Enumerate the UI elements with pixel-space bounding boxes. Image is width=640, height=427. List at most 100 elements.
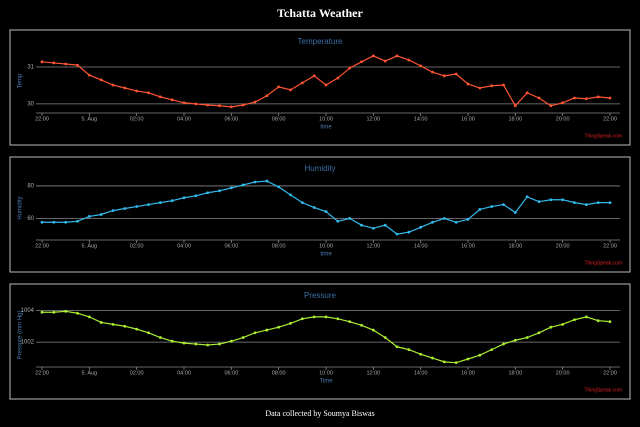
data-point: [454, 72, 458, 76]
data-point: [158, 201, 162, 205]
data-point: [454, 220, 458, 224]
data-point: [360, 60, 363, 64]
x-tick-label: 10:00: [319, 116, 333, 122]
data-point: [549, 104, 553, 108]
x-tick-label: 20:00: [556, 243, 570, 249]
x-tick-label: 16:00: [461, 370, 475, 376]
data-point: [490, 205, 494, 208]
data-point: [513, 211, 517, 214]
data-point: [123, 207, 127, 210]
x-tick-label: 18:00: [508, 370, 522, 376]
data-point: [76, 219, 79, 223]
data-point: [123, 324, 127, 328]
data-point: [466, 357, 470, 361]
data-point: [419, 225, 423, 229]
data-point: [265, 94, 269, 98]
data-point: [87, 315, 91, 319]
data-point: [596, 95, 600, 99]
x-axis-title: time: [320, 252, 332, 258]
data-point: [64, 220, 68, 224]
x-tick-label: 06:00: [224, 116, 238, 122]
data-point: [64, 309, 68, 313]
data-point: [289, 88, 292, 92]
x-tick-label: 5. Aug: [82, 243, 98, 249]
x-tick-label: 22:00: [603, 116, 617, 122]
data-point: [537, 331, 541, 335]
x-tick-label: 5. Aug: [82, 116, 98, 122]
data-point: [442, 216, 446, 220]
data-point: [502, 203, 505, 206]
x-tick-label: 10:00: [319, 370, 333, 376]
data-point: [300, 317, 304, 321]
data-point: [431, 220, 434, 224]
data-point: [466, 82, 470, 86]
y-tick-label: 1004: [21, 308, 35, 314]
x-tick-label: 18:00: [508, 116, 522, 122]
x-tick-label: 12:00: [366, 116, 380, 122]
data-point: [218, 189, 221, 193]
x-tick-label: 08:00: [272, 243, 286, 249]
data-point: [52, 220, 56, 224]
data-point: [170, 98, 174, 102]
data-point: [40, 220, 44, 224]
x-tick-label: 22:00: [35, 116, 49, 122]
data-point: [490, 84, 494, 88]
data-point: [87, 215, 91, 218]
data-point: [52, 310, 56, 314]
data-point: [419, 352, 423, 356]
data-point: [549, 325, 553, 329]
x-tick-label: 22:00: [603, 370, 617, 376]
data-point: [147, 331, 150, 335]
data-point: [549, 198, 553, 202]
data-point: [371, 328, 375, 332]
x-tick-label: 06:00: [224, 243, 238, 249]
data-point: [608, 320, 612, 324]
data-point: [608, 201, 612, 205]
data-point: [561, 198, 565, 202]
y-tick-label: 30: [27, 101, 34, 107]
data-point: [99, 213, 103, 216]
data-point: [525, 195, 529, 199]
x-tick-label: 02:00: [130, 370, 144, 376]
data-point: [64, 62, 68, 66]
data-point: [241, 336, 245, 339]
data-point: [206, 103, 210, 107]
x-tick-label: 16:00: [461, 243, 475, 249]
data-point: [194, 342, 198, 346]
data-point: [573, 201, 576, 205]
data-point: [537, 200, 541, 204]
data-point: [395, 54, 399, 58]
y-axis-title: Pressure (mm Hg): [18, 310, 24, 359]
data-point: [324, 83, 328, 87]
data-point: [336, 317, 340, 321]
x-tick-label: 04:00: [177, 370, 191, 376]
x-tick-label: 16:00: [461, 116, 475, 122]
x-tick-label: 04:00: [177, 243, 191, 249]
data-point: [158, 336, 162, 339]
x-tick-label: 18:00: [508, 243, 522, 249]
y-tick-label: 31: [27, 65, 34, 71]
data-point: [490, 348, 494, 352]
data-point: [265, 328, 269, 332]
y-axis-title: Temp: [18, 73, 24, 88]
data-point: [348, 216, 352, 220]
data-point: [431, 356, 434, 360]
footer: Data collected by Soumya Biswas: [265, 409, 374, 418]
x-tick-label: 14:00: [414, 370, 428, 376]
data-point: [111, 209, 115, 212]
data-point: [573, 318, 576, 322]
x-tick-label: 22:00: [35, 370, 49, 376]
data-point: [608, 96, 612, 100]
data-point: [194, 102, 198, 106]
data-point: [99, 321, 103, 324]
data-point: [229, 105, 233, 109]
data-point: [561, 322, 565, 326]
data-point: [360, 323, 363, 327]
x-axis-title: time: [320, 125, 332, 131]
data-point: [289, 321, 292, 325]
data-point: [419, 64, 423, 68]
data-point: [561, 101, 565, 105]
data-point: [135, 89, 139, 93]
data-point: [312, 206, 316, 209]
